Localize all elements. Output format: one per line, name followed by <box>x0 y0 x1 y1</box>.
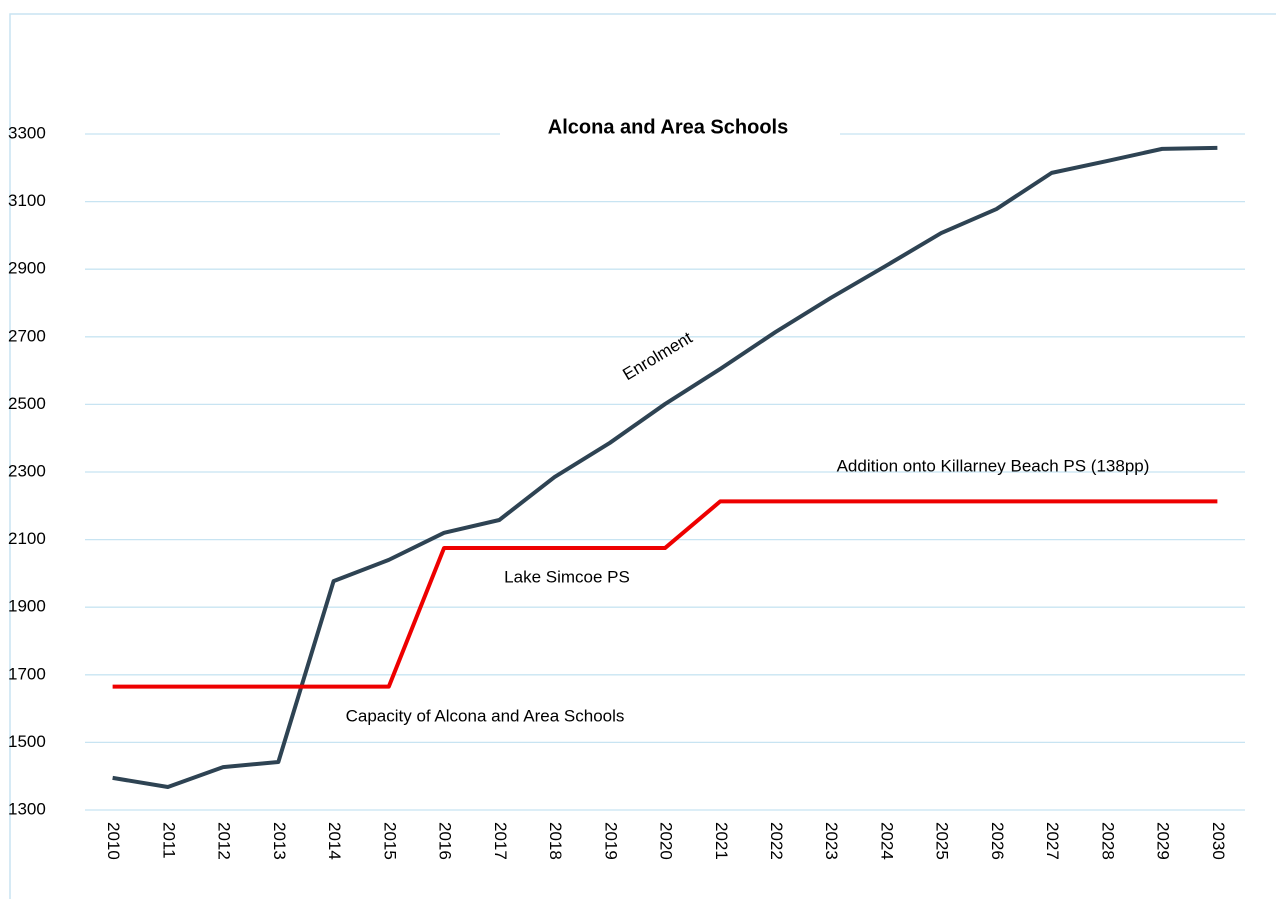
x-tick-label: 2010 <box>104 822 123 860</box>
x-tick-label: 2012 <box>215 822 234 860</box>
x-tick-label: 2014 <box>325 822 344 860</box>
x-tick-label: 2028 <box>1098 822 1117 860</box>
x-tick-label: 2018 <box>546 822 565 860</box>
y-tick-label: 3100 <box>8 191 46 210</box>
y-tick-label: 1900 <box>8 597 46 616</box>
annotation: Lake Simcoe PS <box>504 567 630 586</box>
y-tick-label: 2300 <box>8 461 46 480</box>
y-tick-label: 1500 <box>8 732 46 751</box>
x-tick-label: 2022 <box>767 822 786 860</box>
x-tick-label: 2016 <box>436 822 455 860</box>
series-label: Capacity of Alcona and Area Schools <box>346 706 625 725</box>
annotation: Addition onto Killarney Beach PS (138pp) <box>837 456 1150 475</box>
series-line <box>112 145 1218 790</box>
y-tick-label: 2700 <box>8 326 46 345</box>
x-tick-label: 2025 <box>933 822 952 860</box>
y-tick-label: 2900 <box>8 259 46 278</box>
x-tick-label: 2019 <box>601 822 620 860</box>
x-tick-label: 2013 <box>270 822 289 860</box>
x-tick-label: 2030 <box>1209 822 1228 860</box>
x-tick-label: 2021 <box>712 822 731 860</box>
y-tick-label: 3300 <box>8 123 46 142</box>
x-tick-label: 2017 <box>491 822 510 860</box>
x-tick-label: 2011 <box>159 822 178 859</box>
y-tick-label: 2100 <box>8 529 46 548</box>
chart-border <box>9 13 1276 899</box>
y-tick-label: 1700 <box>8 664 46 683</box>
chart-title: Alcona and Area Schools <box>548 116 788 138</box>
x-tick-label: 2024 <box>877 822 896 860</box>
title-bg <box>500 112 840 146</box>
y-tick-label: 2500 <box>8 394 46 413</box>
x-tick-label: 2029 <box>1154 822 1173 860</box>
y-tick-label: 1300 <box>8 799 46 818</box>
x-tick-label: 2026 <box>988 822 1007 860</box>
x-tick-label: 2020 <box>657 822 676 860</box>
x-tick-label: 2023 <box>822 822 841 860</box>
x-tick-label: 2015 <box>380 822 399 860</box>
x-tick-label: 2027 <box>1043 822 1062 860</box>
series-line <box>112 499 1218 689</box>
